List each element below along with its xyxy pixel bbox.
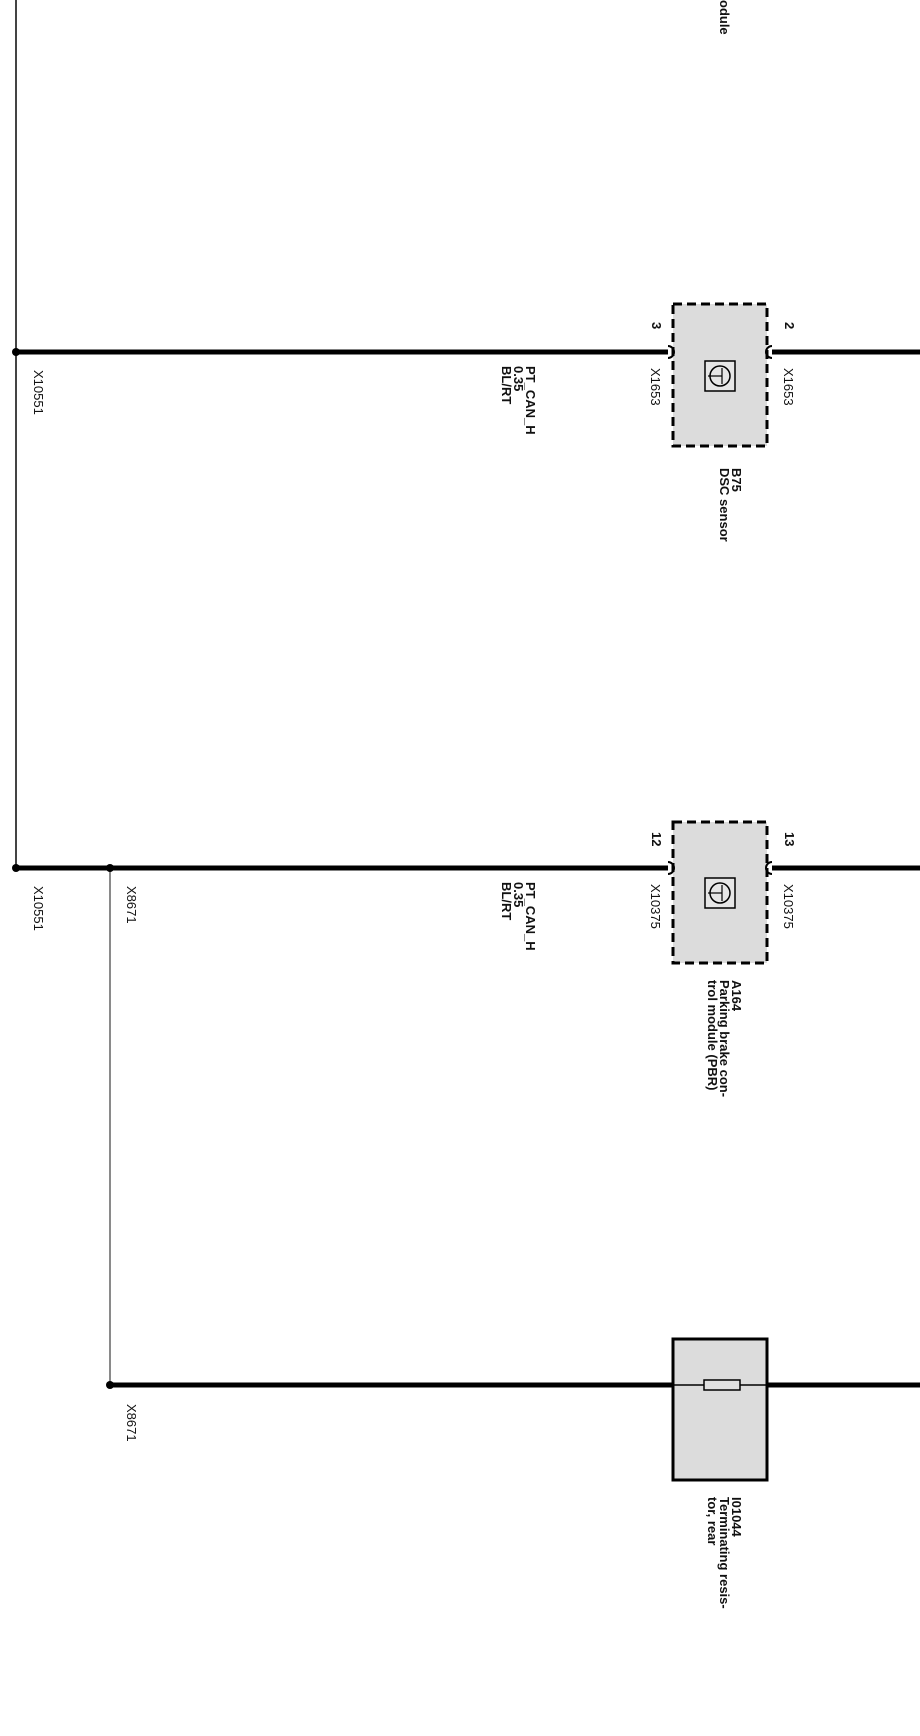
- component-b75[interactable]: [667, 302, 773, 448]
- pin-hook: [667, 345, 676, 359]
- component-id: A164: [729, 980, 744, 1012]
- pin-number: 3: [649, 322, 664, 330]
- wire-label: PT_CAN_H 0.35 BL/RT: [499, 882, 538, 951]
- wire-gauge: 0.35: [511, 366, 526, 392]
- pin-number: 2: [782, 322, 797, 330]
- connector-label: X10375: [648, 884, 663, 929]
- splice-dot: [12, 864, 20, 872]
- splice-label: X10551: [31, 886, 46, 931]
- component-id: B75: [729, 468, 744, 492]
- wire-label: PT_CAN_H 0.35 BL/RT: [499, 366, 538, 435]
- wire-color: BL/RT: [499, 882, 514, 921]
- component-name: tor, rear: [705, 1497, 720, 1546]
- splice-dot: [12, 348, 20, 356]
- wire-signal: PT_CAN_H: [523, 366, 538, 435]
- component-a164[interactable]: [667, 820, 773, 965]
- component-name: Terminating resis-: [717, 1497, 732, 1609]
- component-id: I01044: [729, 1497, 744, 1537]
- pin-hook: [764, 861, 773, 875]
- pin-hook: [764, 345, 773, 359]
- splice-label: X10551: [31, 370, 46, 415]
- component-name: trol module (PBR): [705, 980, 720, 1091]
- component-label: I01044 Terminating resis- tor, rear: [705, 1497, 744, 1609]
- sensor-icon: [704, 360, 736, 392]
- component-label: A164 Parking brake con- trol module (PBR…: [705, 980, 744, 1098]
- wire-color: BL/RT: [499, 366, 514, 405]
- component-label: B75 DSC sensor: [717, 468, 744, 542]
- wire-gauge: 0.35: [511, 882, 526, 908]
- splice-label: X8671: [124, 886, 139, 924]
- connector-label: X1653: [781, 368, 796, 406]
- component-name: Parking brake con-: [717, 980, 732, 1098]
- pin-number: 13: [782, 832, 797, 847]
- partial-component-label: odule: [717, 0, 732, 35]
- resistor-icon: [703, 1379, 741, 1391]
- sensor-icon: [704, 877, 736, 909]
- splice-dot: [106, 1381, 114, 1389]
- splice-dot: [106, 864, 114, 872]
- component-name: DSC sensor: [717, 468, 732, 542]
- connector-label: X1653: [648, 368, 663, 406]
- wire-signal: PT_CAN_H: [523, 882, 538, 951]
- splice-label: X8671: [124, 1404, 139, 1442]
- pin-number: 12: [649, 832, 664, 847]
- connector-label: X10375: [781, 884, 796, 929]
- pin-hook: [667, 861, 676, 875]
- component-i01044[interactable]: [671, 1337, 769, 1482]
